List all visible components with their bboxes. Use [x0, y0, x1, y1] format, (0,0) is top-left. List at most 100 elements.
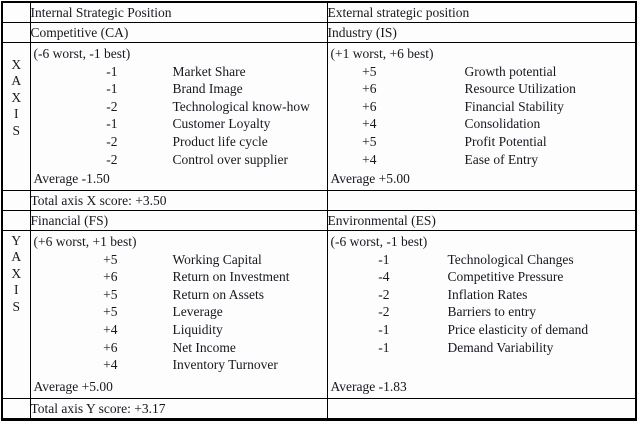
factor-value: -1: [378, 339, 390, 355]
factor-row: +6 Return on Investment: [34, 268, 327, 286]
environmental-header: Environmental (ES): [326, 210, 637, 231]
factor-value: -1: [106, 116, 118, 132]
financial-factor-list: +5 Working Capital +6 Return on Investment…: [34, 251, 327, 374]
factor-value: -1: [378, 251, 390, 267]
blank-cell: [1, 210, 31, 231]
competitive-average: Average -1.50: [33, 171, 110, 186]
factor-label: Resource Utilization: [464, 81, 576, 97]
environmental-average: Average -1.83: [330, 379, 407, 394]
y-total-row: Total axis Y score: +3.17: [1, 398, 637, 420]
factor-value: +6: [103, 269, 118, 285]
industry-header: Industry (IS): [326, 22, 637, 43]
factor-row: -2 Barriers to entry: [331, 303, 636, 321]
financial-scale-note: (+6 worst, +1 best): [33, 234, 137, 249]
factor-row: +5 Working Capital: [34, 251, 327, 269]
axis-letter: X: [11, 265, 22, 281]
factor-label: Profit Potential: [464, 133, 547, 149]
factor-value: -2: [106, 133, 118, 149]
axis-letter: Y: [11, 233, 22, 248]
factor-label: Barriers to entry: [447, 304, 536, 320]
factor-label: Net Income: [172, 339, 236, 355]
factor-label: Growth potential: [464, 63, 557, 79]
factor-value: +6: [103, 339, 118, 355]
factor-row: +4 Liquidity: [34, 321, 327, 339]
environmental-scale-note: (-6 worst, -1 best): [330, 234, 428, 249]
factor-value: +4: [362, 151, 377, 167]
y-total-score: Total axis Y score: +3.17: [29, 398, 328, 420]
factor-label: Control over supplier: [172, 151, 288, 167]
factor-value: +4: [103, 357, 118, 373]
factor-row: -2 Technological know-how: [34, 98, 327, 116]
factor-label: Inventory Turnover: [172, 357, 278, 373]
factor-value: +6: [362, 98, 377, 114]
industry-average: Average +5.00: [330, 171, 410, 186]
factor-row: -1 Customer Loyalty: [34, 115, 327, 133]
financial-header: Financial (FS): [29, 210, 328, 231]
factor-value: +5: [103, 286, 118, 302]
factor-row: -1 Price elasticity of demand: [331, 321, 636, 339]
factor-label: Price elasticity of demand: [447, 321, 589, 337]
corner-blank-cell: [1, 1, 31, 23]
factor-label: Financial Stability: [464, 98, 564, 114]
external-position-header: External strategic position: [326, 1, 637, 23]
industry-factor-list: +5 Growth potential +6 Resource Utilizatio…: [331, 63, 636, 169]
factor-row: +5 Leverage: [34, 303, 327, 321]
factor-row: -2 Product life cycle: [34, 133, 327, 151]
factor-label: Customer Loyalty: [172, 116, 271, 132]
factor-row: +4 Inventory Turnover: [34, 356, 327, 374]
factor-row: -4 Competitive Pressure: [331, 268, 636, 286]
factor-value: -2: [378, 304, 390, 320]
factor-row: +4 Consolidation: [331, 115, 636, 133]
factor-value: -1: [106, 63, 118, 79]
blank-cell: [1, 190, 31, 211]
y-category-row: Financial (FS) Environmental (ES): [1, 210, 637, 231]
factor-value: -4: [378, 269, 390, 285]
factor-label: Leverage: [172, 304, 223, 320]
competitive-factor-list: -1 Market Share -1 Brand Image -2 Technolog…: [34, 63, 327, 169]
factor-value: -1: [106, 81, 118, 97]
factor-row: -2 Control over supplier: [34, 151, 327, 169]
blank-cell: [326, 190, 637, 211]
factor-label: Demand Variability: [447, 339, 554, 355]
factor-row: +5 Growth potential: [331, 63, 636, 81]
industry-scale-note: (+1 worst, +6 best): [330, 46, 434, 61]
factor-value: +4: [103, 321, 118, 337]
position-header-row: Internal Strategic Position External str…: [1, 1, 637, 23]
axis-letter: X: [11, 57, 22, 72]
factor-label: Technological know-how: [172, 98, 310, 114]
factor-row: +5 Return on Assets: [34, 286, 327, 304]
factor-label: Return on Assets: [172, 286, 265, 302]
environmental-factor-list: -1 Technological Changes -4 Competitive Pr…: [331, 251, 636, 357]
factor-row: -1 Brand Image: [34, 80, 327, 98]
factor-label: Brand Image: [172, 81, 243, 97]
factor-label: Competitive Pressure: [447, 269, 564, 285]
factor-label: Market Share: [172, 63, 246, 79]
x-total-score: Total axis X score: +3.50: [29, 190, 328, 211]
factor-label: Liquidity: [172, 321, 223, 337]
factor-value: +5: [362, 133, 377, 149]
factor-row: -1 Market Share: [34, 63, 327, 81]
blank-cell: [1, 398, 31, 420]
environmental-section-cell: (-6 worst, -1 best) -1 Technological Chan…: [326, 230, 637, 399]
x-total-row: Total axis X score: +3.50: [1, 190, 637, 211]
competitive-header: Competitive (CA): [29, 22, 328, 43]
internal-position-header: Internal Strategic Position: [29, 1, 328, 23]
financial-section-cell: (+6 worst, +1 best) +5 Working Capital +6…: [29, 230, 328, 399]
factor-row: +6 Net Income: [34, 339, 327, 357]
factor-value: +5: [103, 304, 118, 320]
factor-row: +6 Financial Stability: [331, 98, 636, 116]
factor-row: -1 Technological Changes: [331, 251, 636, 269]
x-category-row: Competitive (CA) Industry (IS): [1, 22, 637, 43]
factor-label: Inflation Rates: [447, 286, 528, 302]
factor-value: -2: [106, 98, 118, 114]
factor-row: +6 Resource Utilization: [331, 80, 636, 98]
factor-label: Consolidation: [464, 116, 541, 132]
